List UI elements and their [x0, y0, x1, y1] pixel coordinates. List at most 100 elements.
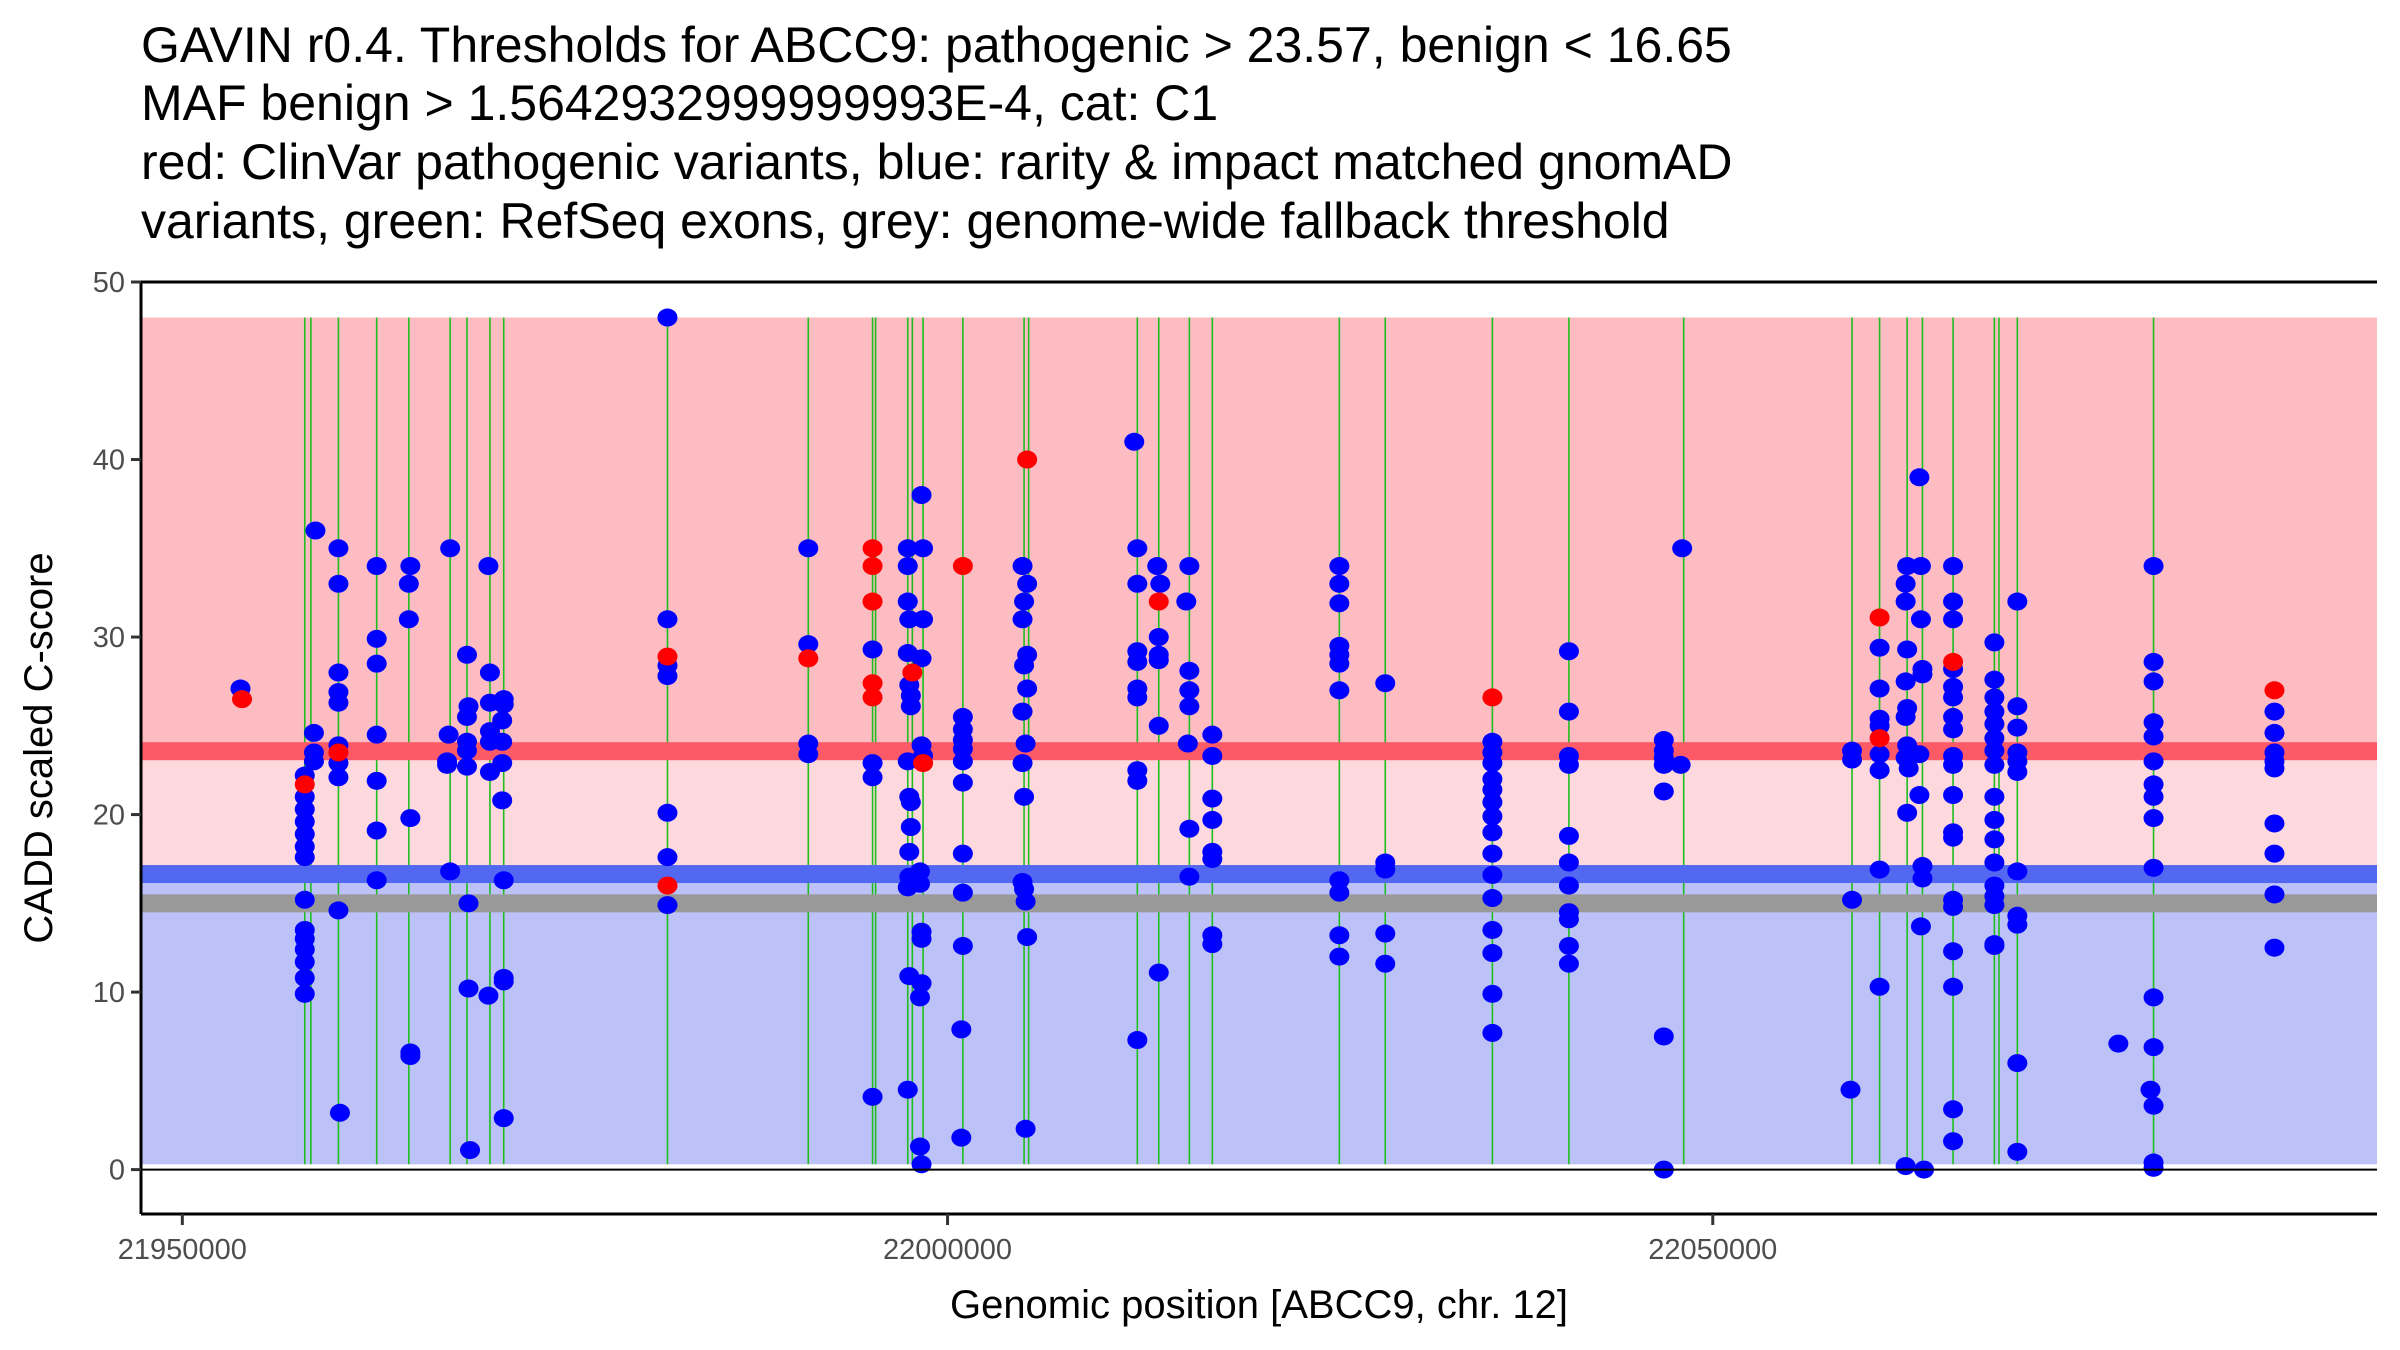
gnomad-point	[1897, 557, 1918, 576]
threshold-lines	[141, 742, 2377, 913]
gnomad-point	[1558, 826, 1579, 845]
gnomad-point	[952, 739, 973, 758]
gnomad-point	[398, 610, 419, 629]
gnomad-point	[1984, 830, 2005, 849]
gnomad-point	[440, 862, 461, 881]
gnomad-point	[952, 707, 973, 726]
gnomad-point	[458, 894, 479, 913]
gnomad-point	[1147, 557, 1168, 576]
gnomad-point	[910, 988, 931, 1007]
gnomad-point	[1482, 844, 1503, 863]
gnomad-point	[1943, 786, 1964, 805]
gnomad-point	[1012, 754, 1033, 773]
gnomad-point	[1482, 807, 1503, 826]
gnomad-point	[862, 768, 883, 787]
gnomad-point	[458, 979, 479, 998]
gnomad-point	[366, 871, 387, 890]
gnomad-point	[2143, 775, 2164, 794]
gnomad-point	[1558, 954, 1579, 973]
gnomad-point	[1015, 1119, 1036, 1138]
gnomad-point	[492, 754, 513, 773]
title-line-3: red: ClinVar pathogenic variants, blue: …	[141, 134, 1732, 190]
gnomad-point	[1943, 1100, 1964, 1119]
gnomad-point	[460, 1141, 481, 1160]
gnomad-point	[1869, 761, 1890, 780]
gnomad-point	[1672, 539, 1693, 558]
gnomad-point	[911, 929, 932, 948]
gnomad-point	[1895, 1157, 1916, 1176]
gnomad-point	[1869, 745, 1890, 764]
gnomad-point	[2007, 762, 2028, 781]
gnomad-point	[1127, 574, 1148, 593]
y-tick-label: 20	[93, 800, 125, 832]
gnomad-point	[911, 649, 932, 668]
gnomad-point	[400, 557, 421, 576]
gnomad-point	[952, 936, 973, 955]
gnomad-point	[305, 521, 326, 540]
gnomad-point	[1482, 889, 1503, 908]
gnomad-point	[366, 725, 387, 744]
gnomad-point	[657, 896, 678, 915]
gnomad-point	[1909, 468, 1930, 487]
gnomad-point	[657, 848, 678, 867]
gnomad-point	[1897, 640, 1918, 659]
y-tick-label: 30	[93, 622, 125, 654]
gnomad-point	[1653, 1027, 1674, 1046]
gnomad-point	[1653, 782, 1674, 801]
x-axis-title: Genomic position [ABCC9, chr. 12]	[950, 1283, 1568, 1327]
gnomad-point	[1202, 810, 1223, 829]
clinvar-point	[1869, 729, 1890, 748]
gnomad-point	[910, 1137, 931, 1156]
gnomad-point	[1148, 628, 1169, 647]
gnomad-point	[2143, 672, 2164, 691]
gnomad-point	[440, 539, 461, 558]
gnomad-point	[862, 1087, 883, 1106]
gnomad-point	[1943, 897, 1964, 916]
gnomad-point	[294, 800, 315, 819]
gnomad-point	[2007, 718, 2028, 737]
gnomad-point	[897, 592, 918, 611]
tick-labels: 0 10 20 30 40 50 21950000 22000000 22050000	[93, 267, 1778, 1266]
gnomad-point	[2264, 814, 2285, 833]
gnomad-point	[1482, 823, 1503, 842]
y-tick-label: 10	[93, 977, 125, 1009]
gnomad-point	[2143, 1096, 2164, 1115]
gnomad-point	[1202, 789, 1223, 808]
gnomad-point	[1842, 890, 1863, 909]
gnomad-point	[1375, 924, 1396, 943]
gnomad-point	[1912, 869, 1933, 888]
gnomad-point	[952, 844, 973, 863]
y-axis-title: CADD scaled C-score	[17, 552, 61, 943]
clinvar-point	[328, 743, 349, 762]
gnomad-point	[1179, 819, 1200, 838]
gnomad-point	[2143, 752, 2164, 771]
gnomad-point	[2007, 697, 2028, 716]
clinvar-point	[1943, 652, 1964, 671]
gnomad-point	[952, 773, 973, 792]
gnomad-point	[951, 1128, 972, 1147]
gnomad-point	[294, 984, 315, 1003]
gnomad-point	[1984, 936, 2005, 955]
benign-region	[141, 874, 2377, 1165]
gnomad-point	[366, 557, 387, 576]
gnomad-point	[1124, 432, 1145, 451]
gnomad-point	[493, 871, 514, 890]
gnomad-point	[1984, 670, 2005, 689]
gnomad-point	[1984, 787, 2005, 806]
gnomad-point	[328, 901, 349, 920]
title-line-1: GAVIN r0.4. Thresholds for ABCC9: pathog…	[141, 17, 1732, 73]
gnomad-point	[2143, 557, 2164, 576]
clinvar-point	[902, 663, 923, 682]
gnomad-point	[1909, 745, 1930, 764]
clinvar-point	[862, 674, 883, 693]
gnomad-point	[1910, 557, 1931, 576]
gnomad-point	[294, 952, 315, 971]
gnomad-point	[1482, 754, 1503, 773]
gnomad-point	[2007, 592, 2028, 611]
x-tick-label: 21950000	[118, 1234, 247, 1266]
gnomad-point	[2007, 862, 2028, 881]
gnomad-point	[910, 862, 931, 881]
gnomad-point	[493, 1109, 514, 1128]
gnomad-point	[1984, 853, 2005, 872]
gnomad-point	[1179, 661, 1200, 680]
